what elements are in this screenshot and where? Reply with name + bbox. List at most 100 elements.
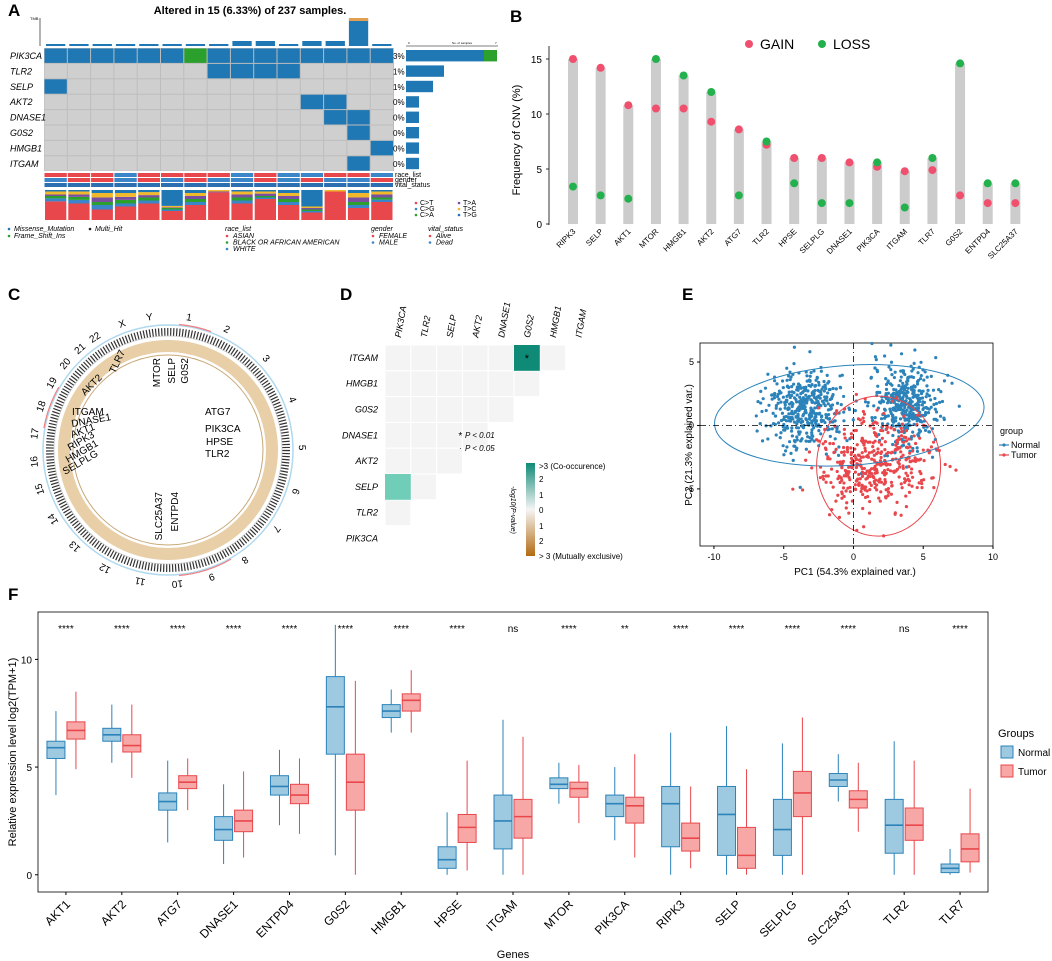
pca-point-tumor xyxy=(892,428,896,432)
titv-legend-label: T>G xyxy=(463,212,477,219)
oncoplot-cell xyxy=(184,140,207,156)
titv-segment xyxy=(231,200,253,204)
oncoplot-cell xyxy=(184,94,207,110)
pca-point-normal xyxy=(825,399,829,403)
tmb-bar xyxy=(69,44,89,46)
cooccurrence-grid: * xyxy=(384,344,567,527)
pca-point-tumor xyxy=(868,424,872,428)
pca-point-tumor xyxy=(875,462,879,466)
box-legend-tumor: Tumor xyxy=(1018,767,1047,778)
oncoplot-cell xyxy=(254,156,277,171)
pca-point-normal xyxy=(785,445,789,449)
circos-chromosome: 3 xyxy=(260,353,272,365)
pca-point-normal xyxy=(787,415,791,420)
pca-point-normal xyxy=(795,422,799,426)
pca-point-normal xyxy=(879,417,884,421)
titv-segment xyxy=(347,197,370,202)
pca-point-normal xyxy=(808,350,812,354)
oncoplot-cell xyxy=(230,63,254,79)
pca-point-tumor xyxy=(847,470,851,474)
circos-marker-arc xyxy=(178,558,232,577)
pca-point-normal xyxy=(914,393,918,397)
pca-point-normal xyxy=(770,397,774,401)
pca-point-tumor xyxy=(853,447,857,451)
pca-point-normal xyxy=(781,385,785,390)
pca-point-tumor xyxy=(893,512,897,516)
oncoplot-cell xyxy=(91,94,114,110)
pca-point-tumor xyxy=(861,506,865,511)
variant-legend-dot xyxy=(7,234,11,238)
cooccurrence-cell xyxy=(384,344,412,372)
pca-point-normal xyxy=(790,434,794,438)
pca-point-normal xyxy=(772,379,777,383)
oncoplot-cell xyxy=(44,140,67,156)
pca-point-normal xyxy=(783,403,787,407)
pca-point-normal xyxy=(930,455,935,459)
pca-point-tumor xyxy=(867,451,871,455)
pca-point-normal xyxy=(837,445,841,449)
pca-point-tumor xyxy=(867,470,872,475)
circos-chromosome: 8 xyxy=(239,553,250,565)
pca-point-normal xyxy=(925,375,929,379)
oncoplot-title: Altered in 15 (6.33%) of 237 samples. xyxy=(154,5,347,17)
pca-point-normal xyxy=(907,415,911,419)
titv-segment xyxy=(301,208,323,210)
pca-point-normal xyxy=(803,410,807,414)
pca-point-normal xyxy=(813,384,817,388)
pca-point-tumor xyxy=(869,483,873,487)
pca-point-tumor xyxy=(855,443,859,447)
pca-point-normal xyxy=(812,392,816,396)
oncoplot-cell xyxy=(324,110,347,125)
pca-point-tumor xyxy=(943,462,947,467)
oncoplot-cell xyxy=(44,63,67,79)
pca-point-tumor xyxy=(868,481,872,485)
pca-point-normal xyxy=(833,437,837,441)
race-track-cell xyxy=(67,173,91,177)
titv-segment xyxy=(231,194,253,198)
pca-point-tumor xyxy=(840,450,844,455)
pca-point-normal xyxy=(912,361,916,365)
box-x-label: SELPLG xyxy=(757,897,800,940)
pca-point-tumor xyxy=(899,426,903,430)
cooccurrence-row-label: DNASE1 xyxy=(342,430,378,440)
variant-legend-label: Missense_Mutation xyxy=(14,226,74,233)
pca-point-normal xyxy=(826,428,830,432)
pca-point-normal xyxy=(804,447,808,451)
oncoplot-cell xyxy=(207,79,230,94)
cnv-bar xyxy=(872,162,883,224)
cooccurrence-significant-cell xyxy=(514,345,540,371)
pca-point-tumor xyxy=(800,488,805,492)
pca-point-tumor xyxy=(896,460,900,464)
panel-letter-a: A xyxy=(8,1,20,20)
oncoplot-cell xyxy=(67,125,91,140)
titv-segment xyxy=(231,191,253,195)
cnv-gain-dot xyxy=(596,63,605,72)
pca-point-tumor xyxy=(831,485,835,489)
pca-point-normal xyxy=(779,431,783,435)
pca-plot-frame xyxy=(699,342,994,547)
pca-point-tumor xyxy=(904,478,908,483)
pca-point-normal xyxy=(911,414,915,418)
race-track-cell xyxy=(347,173,370,177)
pca-point-normal xyxy=(822,379,826,384)
pca-point-normal xyxy=(886,397,890,401)
oncoplot-cell xyxy=(44,110,67,125)
vital-track-cell xyxy=(324,183,347,187)
cnv-gain-dot xyxy=(983,199,992,208)
oncoplot-cell xyxy=(324,79,347,94)
pca-point-normal xyxy=(866,400,870,405)
oncoplot-cell xyxy=(277,79,300,94)
side-bar-frameshift xyxy=(484,50,497,62)
oncoplot-cell xyxy=(300,79,324,94)
pca-point-normal xyxy=(873,355,878,359)
oncoplot-cell xyxy=(254,125,277,140)
cnv-legend: GAIN LOSS xyxy=(745,36,870,52)
box-rect xyxy=(214,816,234,841)
pca-point-normal xyxy=(792,420,797,424)
pca-point-normal xyxy=(898,417,903,421)
cooccurrence-cell xyxy=(461,396,489,423)
oncoplot-cell xyxy=(67,156,91,171)
pca-point-tumor xyxy=(832,450,836,455)
pca-point-normal xyxy=(892,406,896,410)
